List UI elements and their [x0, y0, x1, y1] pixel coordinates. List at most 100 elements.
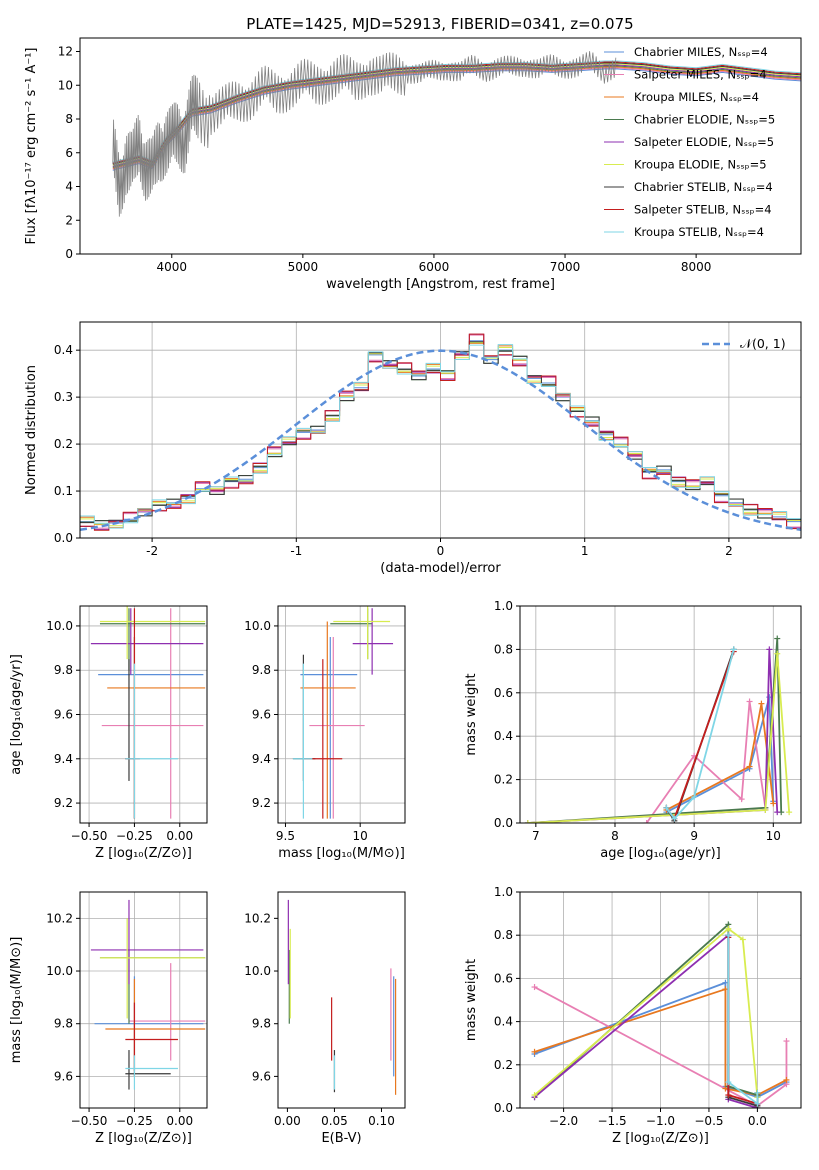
y-tick-label: 6 — [65, 146, 73, 160]
y-axis-label: mass weight — [464, 673, 479, 755]
y-tick-label: 9.2 — [54, 796, 73, 810]
errorbar-chabrier-stelib — [292, 654, 316, 781]
x-axis-label: age [log₁₀(age/yr)] — [600, 846, 721, 861]
x-tick-label: -1 — [290, 544, 302, 558]
errorbar-salpeter-miles — [128, 963, 206, 1061]
weight-line — [727, 935, 759, 1108]
y-tick-label: 9.4 — [54, 752, 73, 766]
legend-label: Salpeter ELODIE, Nₛₛₚ=5 — [634, 135, 774, 149]
legend-label: 𝒩(0, 1) — [740, 336, 786, 351]
legend-label: Chabrier STELIB, Nₛₛₚ=4 — [634, 180, 773, 194]
weights-kroupa-stelib — [663, 646, 737, 822]
y-tick-label: 10.0 — [46, 964, 73, 978]
spectrum-legend: Chabrier MILES, Nₛₛₚ=4 Salpeter MILES, Nₛ… — [604, 45, 775, 239]
weights-salpeter-stelib — [663, 648, 737, 822]
weight-line — [665, 649, 735, 821]
errorbar-chabrier-stelib — [125, 659, 135, 781]
y-tick-label: 9.6 — [54, 708, 73, 722]
y-tick-label: 9.8 — [252, 663, 271, 677]
errorbar-salpeter-stelib — [303, 659, 343, 819]
axes-frame — [79, 37, 802, 255]
x-tick-label: 5000 — [288, 260, 319, 274]
y-tick-label: 12 — [58, 45, 73, 59]
axes-frame — [519, 605, 802, 824]
errorbar-salpeter-miles — [309, 637, 365, 819]
y-tick-label: 9.8 — [54, 1017, 73, 1031]
y-tick-label: 9.6 — [54, 1069, 73, 1083]
figure-title: PLATE=1425, MJD=52913, FIBERID=0341, z=0… — [246, 15, 633, 33]
x-tick-label: 1 — [581, 544, 589, 558]
x-tick-label: −0.25 — [116, 829, 153, 843]
chart-mass-weight-vs-age: 7 8 9 10 0.0 0.2 0.4 0.6 0.8 1.0 age [log₁₀(age/yr… — [464, 599, 802, 861]
x-axis-label: mass [log₁₀(M/M⊙)] — [278, 846, 405, 861]
y-axis-label: age [log₁₀(age/yr)] — [9, 654, 24, 775]
model-line-kroupa-elodie — [112, 63, 801, 166]
model-line-salpeter-elodie — [112, 64, 801, 167]
plot-area — [80, 333, 801, 538]
y-tick-label: 0.6 — [494, 686, 513, 700]
x-axis-label: E(B-V) — [321, 1131, 361, 1146]
y-tick-label: 0.0 — [494, 1101, 513, 1115]
y-tick-label: 9.8 — [252, 1017, 271, 1031]
x-tick-label: 0.05 — [321, 1114, 348, 1128]
errorbar-chabrier-stelib — [125, 1050, 171, 1090]
errorbar-salpeter-miles — [101, 608, 204, 819]
y-tick-label: 9.4 — [252, 752, 271, 766]
errorbar-chabrier-elodie — [330, 608, 373, 660]
errorbar-salpeter-elodie — [90, 608, 204, 675]
x-tick-label: 0.00 — [166, 1114, 193, 1128]
weight-line — [727, 937, 758, 1105]
errorbar-kroupa-elodie — [333, 606, 391, 660]
y-tick-label: 0.1 — [54, 484, 73, 498]
weight-line — [527, 653, 791, 823]
x-axis-label: wavelength [Angstrom, rest frame] — [326, 277, 555, 292]
errorbar-kroupa-miles — [300, 621, 356, 819]
errorbar-salpeter-elodie — [352, 608, 394, 675]
x-axis-label: (data-model)/error — [380, 561, 501, 576]
y-axis-label: Flux [fλ10⁻¹⁷ erg cm⁻² s⁻¹ A⁻¹] — [24, 48, 39, 245]
x-tick-label: 10 — [766, 829, 781, 843]
x-tick-label: 8 — [611, 829, 619, 843]
weight-line — [533, 927, 759, 1098]
x-tick-label: 7000 — [550, 260, 581, 274]
errorbar-chabrier-miles — [300, 637, 358, 819]
y-tick-label: 9.8 — [54, 663, 73, 677]
model-line-chabrier-stelib — [112, 62, 801, 165]
errorbar-kroupa-elodie — [99, 918, 206, 1019]
chart-spectrum: 4000 5000 6000 7000 8000 0 2 4 6 8 10 12 wavelength … — [24, 37, 802, 292]
x-tick-label: −2.0 — [549, 1114, 578, 1128]
y-axis-label: mass [log₁₀(M/M⊙)] — [9, 937, 24, 1064]
axes-frame — [79, 891, 208, 1109]
axes-frame — [277, 891, 406, 1109]
legend-label: Kroupa MILES, Nₛₛₚ=4 — [634, 90, 759, 104]
x-tick-label: 4000 — [156, 260, 187, 274]
y-tick-label: 10.2 — [244, 911, 271, 925]
plot-area — [531, 921, 790, 1108]
x-tick-label: 2 — [725, 544, 733, 558]
errorbar-chabrier-elodie — [99, 608, 206, 671]
chart-age-vs-Z: −0.50 −0.25 0.00 9.2 9.4 9.6 9.8 10.0 Z [log₁₀(Z… — [9, 605, 208, 861]
x-tick-label: 9.5 — [276, 829, 295, 843]
x-tick-label: −1.0 — [646, 1114, 675, 1128]
plot-area — [287, 899, 397, 1095]
chart-mass-vs-Z: −0.50 −0.25 0.00 9.6 9.8 10.0 10.2 Z [log₁₀(Z/Z… — [9, 891, 208, 1146]
weights-chabrier-elodie — [524, 635, 785, 823]
x-tick-label: 0.0 — [748, 1114, 767, 1128]
errorbar-chabrier-miles — [98, 637, 204, 819]
errorbar-kroupa-miles — [107, 637, 206, 819]
plot-area — [292, 606, 394, 819]
legend-label: Kroupa STELIB, Nₛₛₚ=4 — [634, 225, 764, 239]
x-tick-label: 8000 — [681, 260, 712, 274]
x-tick-label: 6000 — [419, 260, 450, 274]
y-tick-label: 0.2 — [54, 437, 73, 451]
y-tick-label: 10 — [58, 78, 73, 92]
chart-mass-vs-ebv: 0.00 0.05 0.10 9.6 9.8 10.0 10.2 E(B-V) — [244, 891, 406, 1146]
weights-kroupa-miles — [663, 700, 777, 813]
weight-line — [527, 638, 783, 823]
x-tick-label: 7 — [532, 829, 540, 843]
chart-mass-weight-vs-Z: −2.0 −1.5 −1.0 −0.5 0.0 0.0 0.2 0.4 0.6 0.8 1.0 Z [… — [464, 885, 802, 1146]
model-line-kroupa-miles — [112, 66, 801, 169]
plot-area — [90, 899, 206, 1090]
errorbar-kroupa-stelib — [125, 1055, 178, 1090]
